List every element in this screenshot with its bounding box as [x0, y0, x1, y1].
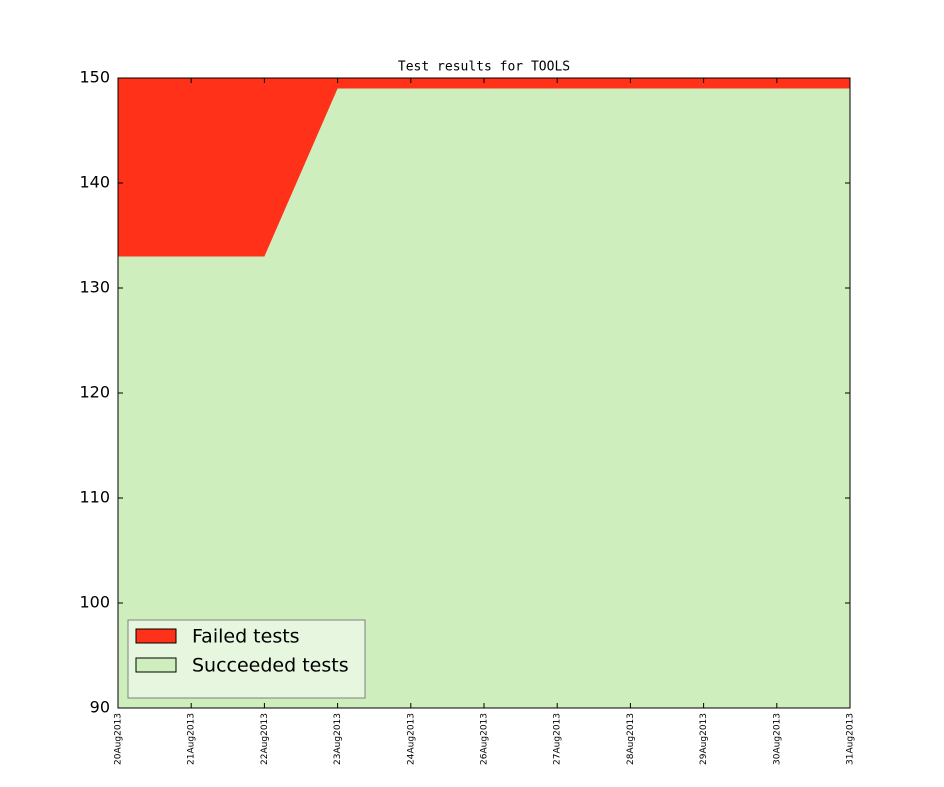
x-tick-label: 28Aug2013: [626, 713, 636, 765]
x-tick-label: 21Aug2013: [187, 713, 197, 765]
x-tick-label: 22Aug2013: [260, 713, 270, 765]
x-tick-label: 23Aug2013: [333, 713, 343, 765]
legend-label: Succeeded tests: [192, 655, 349, 677]
legend-swatch: [135, 628, 177, 644]
x-tick-label: 24Aug2013: [406, 713, 416, 765]
y-tick-label: 100: [79, 593, 110, 612]
x-tick-label: 30Aug2013: [772, 713, 782, 765]
y-tick-label: 130: [79, 278, 110, 297]
y-tick-label: 120: [79, 383, 110, 402]
y-tick-label: 90: [90, 698, 110, 717]
y-tick-label: 110: [79, 488, 110, 507]
x-tick-label: 20Aug2013: [114, 713, 124, 765]
x-tick-label: 27Aug2013: [553, 713, 563, 765]
area: [118, 78, 850, 257]
legend-swatch: [135, 657, 177, 673]
area: [118, 88, 850, 708]
plot: [118, 78, 850, 708]
x-tick-label: 31Aug2013: [846, 713, 856, 765]
x-tick-label: 26Aug2013: [480, 713, 490, 765]
y-tick-label: 140: [79, 173, 110, 192]
chart-title: Test results for TOOLS: [398, 60, 570, 75]
x-tick-label: 29Aug2013: [699, 713, 709, 765]
legend-label: Failed tests: [192, 626, 300, 648]
y-tick-label: 150: [79, 68, 110, 87]
